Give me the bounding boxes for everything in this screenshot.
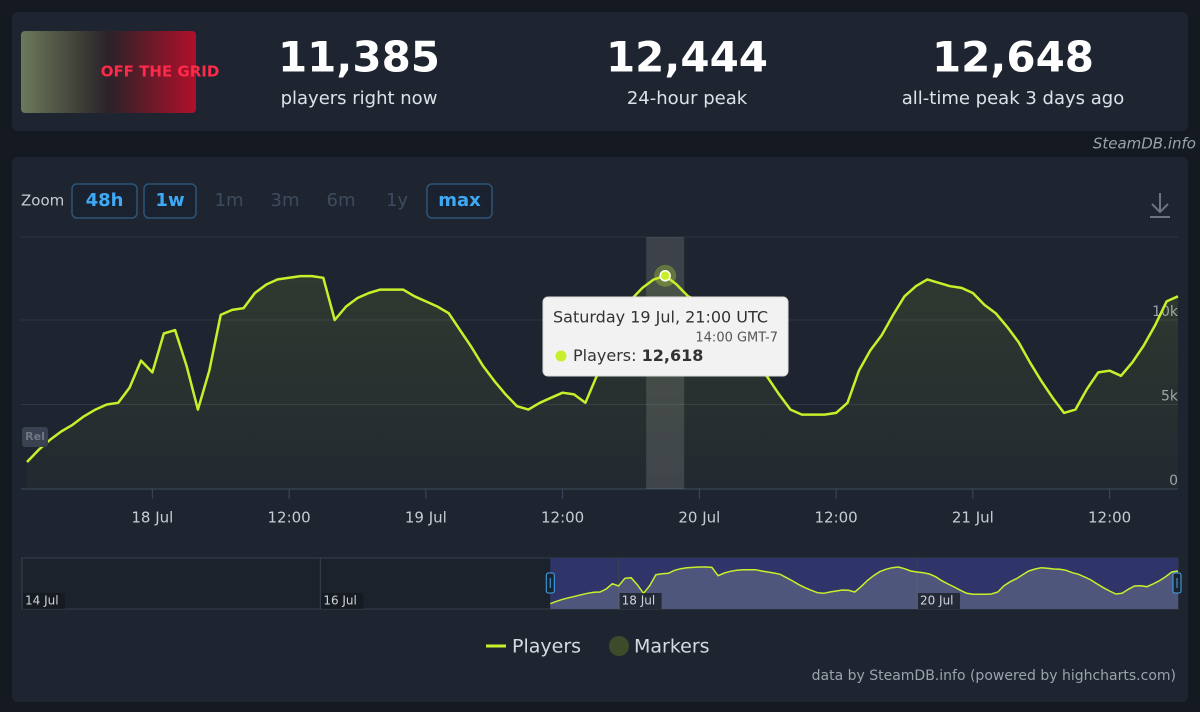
credits[interactable]: data by SteamDB.info (powered by highcha… xyxy=(812,668,1176,684)
tooltip-dot xyxy=(555,350,567,362)
tooltip-value: 12,618 xyxy=(642,346,704,365)
navigator-tick-label: 14 Jul xyxy=(25,594,59,608)
header-panel xyxy=(12,12,1188,131)
stat-value: 12,648 xyxy=(932,33,1094,82)
tooltip-box xyxy=(542,296,789,377)
zoom-button-label[interactable]: max xyxy=(438,190,481,211)
navigator-label-bg xyxy=(619,593,662,609)
navigator-label-bg xyxy=(321,593,364,609)
x-tick-label: 12:00 xyxy=(815,509,858,527)
navigator-tick-label: 16 Jul xyxy=(323,594,357,608)
x-tick-label: 12:00 xyxy=(1088,509,1131,527)
navigator-line xyxy=(550,566,1179,605)
navigator-tick-label: 20 Jul xyxy=(920,594,954,608)
stat-value: 11,385 xyxy=(278,33,440,82)
zoom-button-label[interactable]: 1m xyxy=(215,190,244,211)
game-logo: OFF THE GRID xyxy=(101,63,220,81)
zoom-button[interactable] xyxy=(143,183,197,219)
x-tick-label: 12:00 xyxy=(267,509,310,527)
zoom-button-label[interactable]: 48h xyxy=(86,190,124,211)
tooltip-title: Saturday 19 Jul, 21:00 UTC xyxy=(553,308,768,327)
x-tick-label: 12:00 xyxy=(541,509,584,527)
game-image xyxy=(21,31,196,113)
tooltip-row: Players: 12,618 xyxy=(573,346,703,365)
navigator-label-bg xyxy=(23,593,65,609)
tooltip-subtitle: 14:00 GMT-7 xyxy=(695,331,778,346)
x-tick-label: 20 Jul xyxy=(678,509,720,527)
navigator-area xyxy=(550,567,1178,609)
area xyxy=(27,275,1178,489)
x-tick-label: 18 Jul xyxy=(131,509,173,527)
source: SteamDB.info xyxy=(1093,135,1196,153)
zoom-button-label[interactable]: 1y xyxy=(386,190,408,211)
zoom-button[interactable] xyxy=(426,183,493,219)
annotation-badge xyxy=(22,427,48,447)
annotation: Rel xyxy=(25,430,45,443)
stat-label: players right now xyxy=(281,88,438,109)
stat-label: 24-hour peak xyxy=(627,88,748,109)
download-icon[interactable] xyxy=(1150,193,1170,218)
legend-label[interactable]: Players xyxy=(512,636,581,658)
navigator-label-bg xyxy=(917,593,960,609)
zoom-button-label[interactable]: 6m xyxy=(327,190,356,211)
zoom-button-label[interactable]: 1w xyxy=(155,190,184,211)
hover-point xyxy=(659,270,671,282)
zoom-button[interactable] xyxy=(71,183,138,219)
legend-label[interactable]: Markers xyxy=(634,636,710,658)
stat-label: all-time peak 3 days ago xyxy=(902,88,1124,109)
tooltip-label: Players: xyxy=(573,346,637,365)
stat-value: 12,444 xyxy=(606,33,768,82)
x-tick-label: 19 Jul xyxy=(405,509,447,527)
legend-swatch[interactable] xyxy=(609,636,629,656)
zoom-button-label[interactable]: 3m xyxy=(271,190,300,211)
navigator-tick-label: 18 Jul xyxy=(622,594,656,608)
x-tick-label: 21 Jul xyxy=(952,509,994,527)
zoom-label: Zoom xyxy=(21,192,64,210)
